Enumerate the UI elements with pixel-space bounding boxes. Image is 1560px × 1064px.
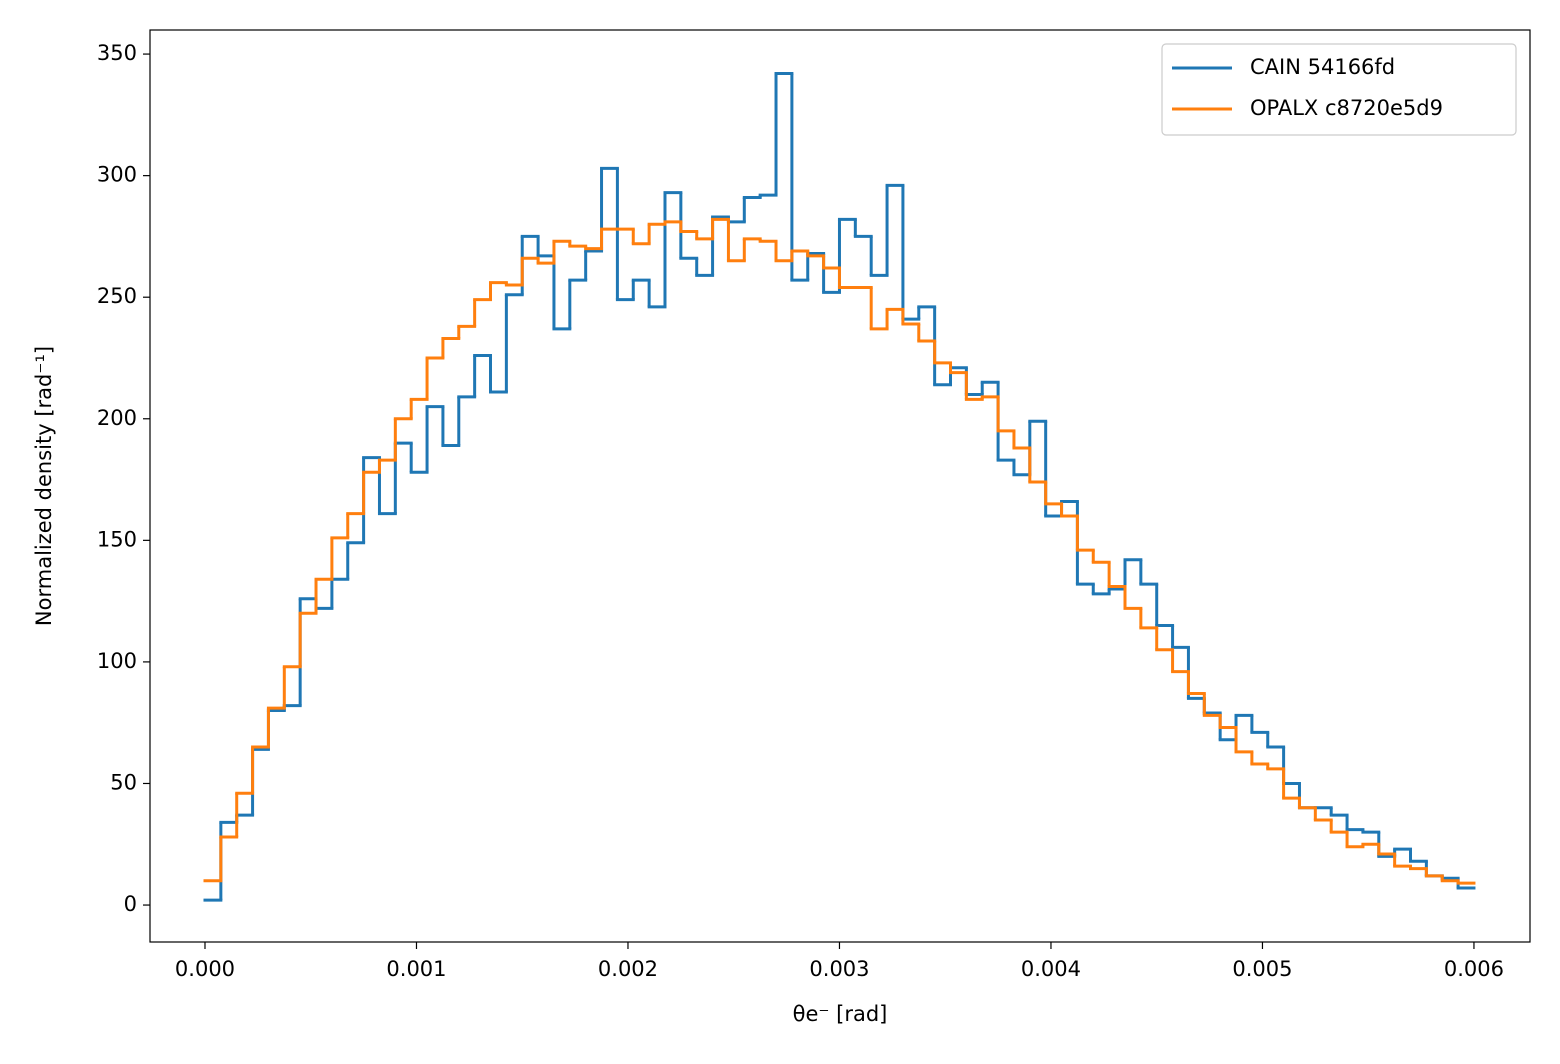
x-tick-label: 0.005: [1232, 957, 1292, 981]
y-axis-label: Normalized density [rad⁻¹]: [32, 346, 56, 626]
legend-label: CAIN 54166fd: [1250, 55, 1395, 79]
x-tick-label: 0.002: [598, 957, 658, 981]
y-tick-label: 150: [97, 527, 137, 551]
plot-frame: [149, 29, 1531, 943]
legend-box: [1161, 43, 1517, 136]
y-tick-label: 0: [124, 892, 137, 916]
y-tick-label: 250: [97, 284, 137, 308]
x-tick-label: 0.003: [809, 957, 869, 981]
x-axis-label: θe⁻ [rad]: [793, 1002, 888, 1026]
y-tick-label: 100: [97, 649, 137, 673]
y-tick-label: 50: [110, 770, 137, 794]
legend-label: OPALX c8720e5d9: [1250, 96, 1443, 120]
x-tick-label: 0.001: [386, 957, 446, 981]
x-tick-label: 0.000: [175, 957, 235, 981]
y-tick-label: 350: [97, 41, 137, 65]
y-tick-label: 200: [97, 406, 137, 430]
x-tick-label: 0.004: [1021, 957, 1081, 981]
y-tick-label: 300: [97, 163, 137, 187]
x-tick-label: 0.006: [1444, 957, 1504, 981]
